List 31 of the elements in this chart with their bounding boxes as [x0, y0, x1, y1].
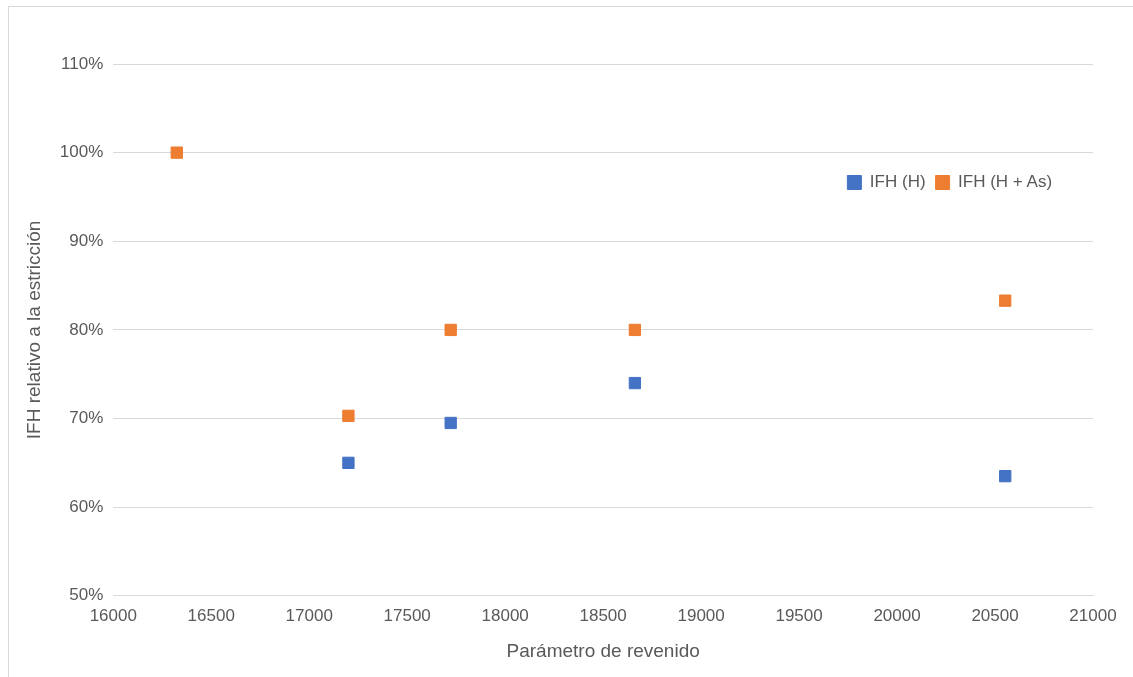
point: [628, 323, 642, 337]
x-tick-label: 20000: [873, 605, 921, 625]
x-tick-label: 18000: [481, 605, 529, 625]
x-tick-label: 16500: [187, 605, 235, 625]
legend-label: IFH (H + As): [958, 172, 1053, 192]
y-tick-label: 90%: [69, 230, 104, 250]
point: [628, 376, 642, 390]
x-tick-label: 16000: [89, 605, 137, 625]
y-tick-label: 80%: [69, 319, 104, 339]
y-tick-label: 100%: [59, 142, 104, 162]
point: [444, 416, 457, 430]
x-tick-label: 19500: [775, 605, 823, 625]
x-tick-label: 21000: [1069, 605, 1117, 625]
y-tick-label: 70%: [69, 408, 104, 428]
x-tick-label: 20500: [971, 605, 1019, 625]
y-axis-title: IFH relativo a la estricción: [22, 220, 44, 440]
legend-label: IFH (H): [869, 172, 926, 192]
x-tick-label: 17500: [383, 605, 431, 625]
x-tick-label: 18500: [579, 605, 627, 625]
x-tick-label: 19000: [677, 605, 725, 625]
point: [999, 469, 1012, 483]
x-tick-label: 17000: [285, 605, 333, 625]
point: [342, 409, 355, 423]
point: [444, 323, 457, 337]
y-tick-label: 50%: [69, 585, 104, 605]
point: [999, 294, 1012, 307]
x-axis-title: Parámetro de revenido: [506, 639, 700, 661]
y-tick-label: 60%: [69, 496, 104, 516]
y-tick-label: 110%: [61, 53, 104, 73]
point: [170, 146, 183, 159]
point: [342, 456, 355, 470]
